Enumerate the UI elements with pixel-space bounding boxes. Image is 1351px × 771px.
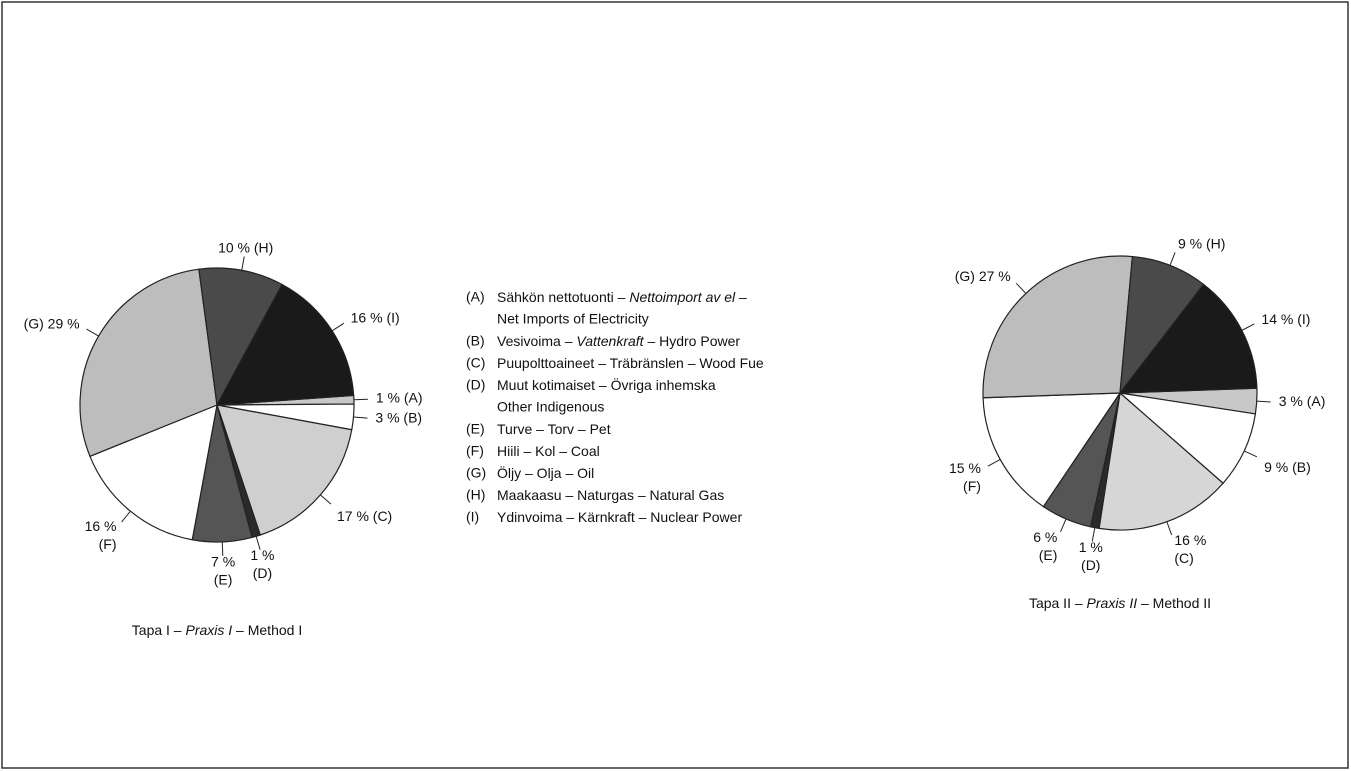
legend-key: (A) (466, 289, 485, 305)
text-part: Turve – Torv – Pet (497, 421, 611, 437)
leader-line (255, 536, 261, 550)
legend-key: (I) (466, 509, 479, 525)
text-part: Vattenkraft (576, 333, 644, 349)
leader-line (1256, 400, 1271, 403)
value-label: (C) (1174, 550, 1193, 566)
text-part: Praxis I (185, 622, 232, 638)
caption: Vesivoima – Vattenkraft – Hydro Power (497, 333, 740, 349)
pie-slice (198, 267, 283, 407)
caption: Puupolttoaineet – Träbränslen – Wood Fue (497, 355, 764, 371)
caption: Muut kotimaiset – Övriga inhemska (497, 376, 716, 393)
value-label: (D) (1081, 557, 1100, 573)
text-part: – Method I (232, 622, 302, 638)
text-part: Tapa II – (1029, 595, 1087, 611)
value-label: 6 % (1033, 529, 1057, 545)
value-label: 9 % (H) (1178, 236, 1225, 252)
value-label: (F) (99, 536, 117, 552)
text-part: Muut kotimaiset – Övriga inhemska (497, 376, 716, 393)
value-label: 17 % (C) (337, 508, 392, 524)
value-label: 15 % (949, 460, 981, 476)
leader-line (320, 494, 332, 505)
value-label: 16 % (1174, 532, 1206, 548)
legend-key: (G) (466, 465, 486, 481)
pie-slice (1098, 391, 1224, 531)
leader-line (241, 256, 245, 271)
pie-slice (215, 283, 355, 406)
legend-key: (D) (466, 377, 485, 393)
caption: Turve – Torv – Pet (497, 421, 611, 437)
leader-line (121, 510, 131, 523)
text-part: Öljy – Olja – Oil (497, 464, 594, 481)
legend-key: (F) (466, 443, 484, 459)
leader-line (1091, 527, 1096, 542)
caption: Maakaasu – Naturgas – Natural Gas (497, 487, 724, 503)
value-label: 14 % (I) (1261, 311, 1310, 327)
legend-key: (B) (466, 333, 485, 349)
value-label: 3 % (A) (1279, 393, 1326, 409)
value-label: 16 % (85, 518, 117, 534)
leader-line (1060, 518, 1067, 532)
value-label: (E) (1039, 547, 1058, 563)
leader-line (1015, 282, 1027, 294)
legend-text: Other Indigenous (497, 399, 604, 415)
text-part: – Method II (1137, 595, 1211, 611)
text-part: Tapa I – (132, 622, 186, 638)
value-label: 3 % (B) (375, 410, 422, 426)
value-label: (G) 29 % (24, 316, 80, 332)
legend-text: Net Imports of Electricity (497, 311, 649, 327)
caption: Hiili – Kol – Coal (497, 443, 600, 459)
caption: Tapa II – Praxis II – Method II (1029, 595, 1211, 611)
legend-key: (C) (466, 355, 485, 371)
value-label: 10 % (H) (218, 239, 273, 255)
leader-line (987, 458, 1001, 467)
text-part: Nettoimport av el (629, 289, 736, 305)
text-part: – (735, 289, 747, 305)
value-label: (G) 27 % (955, 268, 1011, 284)
leader-line (331, 322, 345, 332)
leader-line (1169, 252, 1176, 266)
text-part: Sähkön nettotuonti – (497, 289, 629, 305)
text-part: Maakaasu – Naturgas – Natural Gas (497, 487, 724, 503)
text-part: – Hydro Power (644, 333, 741, 349)
text-part: Praxis II (1087, 595, 1138, 611)
caption: Sähkön nettotuonti – Nettoimport av el – (497, 289, 747, 305)
leader-line (1241, 323, 1255, 331)
value-label: 1 % (250, 547, 274, 563)
legend-key: (H) (466, 487, 485, 503)
leader-line (86, 328, 99, 337)
leader-line (1166, 521, 1173, 536)
pie-slice (89, 404, 218, 541)
leader-line (221, 541, 224, 556)
value-label: 16 % (I) (351, 310, 400, 326)
text-part: Vesivoima – (497, 333, 576, 349)
caption: Öljy – Olja – Oil (497, 464, 594, 481)
value-label: (E) (214, 572, 233, 588)
pie-slice (216, 404, 353, 536)
value-label: (F) (963, 478, 981, 494)
leader-line (353, 416, 368, 419)
caption: Ydinvoima – Kärnkraft – Nuclear Power (497, 509, 742, 525)
leader-line (1243, 450, 1258, 458)
text-part: Hiili – Kol – Coal (497, 443, 600, 459)
text-part: Ydinvoima – Kärnkraft – Nuclear Power (497, 509, 742, 525)
pie-slice (1118, 283, 1258, 394)
leader-line (353, 398, 368, 401)
value-label: 1 % (1079, 539, 1103, 555)
value-label: 7 % (211, 554, 235, 570)
caption: Tapa I – Praxis I – Method I (132, 622, 302, 638)
text-part: Puupolttoaineet – Träbränslen – Wood Fue (497, 355, 764, 371)
legend-key: (E) (466, 421, 485, 437)
value-label: (D) (253, 565, 272, 581)
value-label: 9 % (B) (1264, 459, 1311, 475)
value-label: 1 % (A) (376, 390, 423, 406)
